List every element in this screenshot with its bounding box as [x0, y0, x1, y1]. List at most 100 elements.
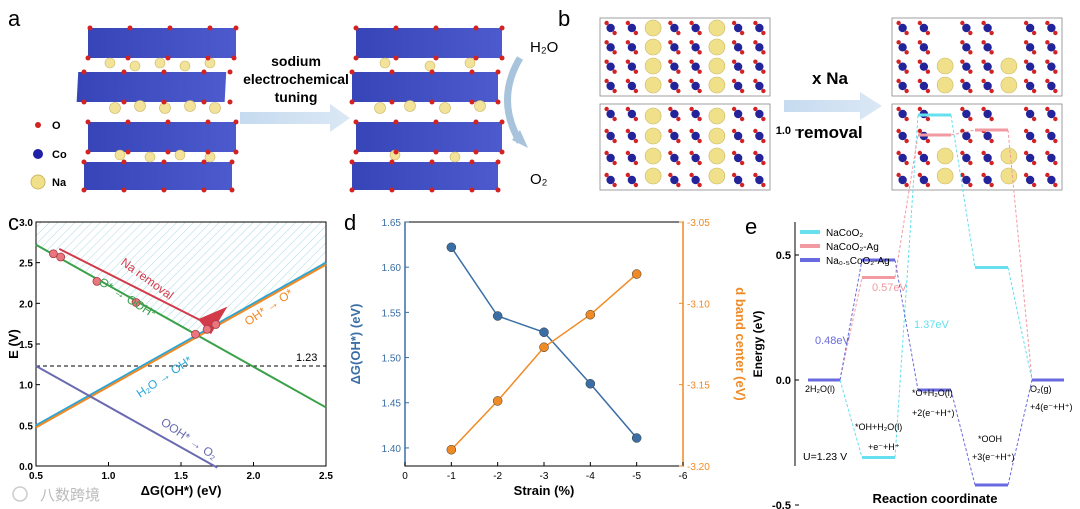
- oxygen-atom: [604, 78, 609, 84]
- oxygen-atom: [960, 59, 965, 64]
- sodium-atom: [1000, 147, 1018, 165]
- cobalt-atom: [733, 109, 743, 119]
- sodium-atom: [708, 19, 726, 37]
- connector: [839, 259, 863, 381]
- oxygen-atom: [668, 40, 673, 45]
- oxygen-atom: [896, 128, 901, 134]
- oxygen-atom: [625, 106, 631, 112]
- oxygen-atom: [625, 78, 631, 84]
- cobalt-atom: [670, 62, 679, 71]
- sodium-atom: [644, 38, 662, 56]
- oxygen-atom: [633, 50, 639, 55]
- x-tick-label: -1: [447, 471, 456, 482]
- cobalt-atom: [962, 23, 971, 33]
- cobalt-atom: [1025, 81, 1035, 91]
- oxygen-atom: [625, 20, 631, 26]
- oxygen-atom: [989, 88, 994, 94]
- oxygen-atom: [612, 30, 617, 36]
- oxygen-atom: [896, 172, 901, 178]
- cobalt-atom: [983, 81, 992, 91]
- oxygen-atom: [604, 20, 609, 26]
- oxygen-atom: [917, 59, 923, 64]
- arrow-text-line3: tuning: [275, 89, 318, 105]
- slab-left-bottom: [599, 103, 771, 191]
- oxygen-atom: [989, 182, 994, 188]
- oxygen-atom: [731, 78, 737, 84]
- condition-label: U=1.23 V: [803, 451, 847, 463]
- y-tick-label: 2.0: [19, 299, 33, 310]
- oxygen-atom: [625, 40, 631, 45]
- series-line: [35, 263, 327, 429]
- oxygen-atom: [633, 30, 639, 36]
- cobalt-atom: [1025, 62, 1035, 71]
- cobalt-atom: [919, 153, 929, 163]
- cobalt-atom: [627, 175, 637, 185]
- oxygen-atom: [668, 150, 673, 156]
- cobalt-atom: [670, 43, 679, 52]
- oxygen-atom: [668, 59, 673, 64]
- connector: [950, 129, 976, 136]
- oxygen-atom: [697, 138, 702, 144]
- oxygen-atom: [689, 40, 694, 45]
- legend-label: NaCoO₂: [826, 228, 863, 239]
- data-point: [92, 276, 102, 286]
- removal-text-line2: removal: [797, 123, 862, 142]
- oxygen-atom: [1053, 160, 1058, 166]
- oxygen-atom: [689, 172, 694, 178]
- oxygen-atom: [753, 20, 758, 26]
- cobalt-atom: [962, 131, 971, 141]
- cobalt-atom: [1025, 43, 1035, 52]
- cobalt-atom: [670, 23, 679, 33]
- sodium-icon: [30, 174, 46, 190]
- oxygen-atom: [731, 172, 737, 178]
- oxygen-atom: [989, 116, 994, 122]
- x-tick-label: 0: [402, 471, 408, 482]
- oxygen-atom: [739, 116, 745, 122]
- oxygen-atom: [968, 116, 973, 122]
- y-tick-label: 1.65: [382, 218, 402, 229]
- oxygen-atom: [968, 138, 973, 144]
- oxygen-atom: [960, 106, 965, 112]
- data-point: [585, 309, 596, 320]
- oxygen-atom: [668, 20, 673, 26]
- crystal-structure-left: [76, 25, 239, 193]
- connector: [894, 114, 919, 458]
- cobalt-atom: [755, 175, 764, 185]
- oxygen-atom: [1023, 20, 1029, 26]
- cobalt-atom: [670, 109, 679, 119]
- oxygen-atom: [753, 150, 758, 156]
- data-point: [49, 249, 58, 259]
- watermark-text: 八数跨境: [40, 486, 100, 504]
- oxygen-atom: [917, 78, 923, 84]
- cobalt-atom: [606, 131, 615, 141]
- oxygen-atom: [904, 116, 909, 122]
- cobalt-atom: [755, 131, 764, 141]
- connector: [1007, 267, 1033, 381]
- oxygen-atom: [753, 59, 758, 64]
- cobalt-atom: [1047, 153, 1056, 163]
- oxygen-atom: [761, 30, 766, 36]
- oxygen-atom: [981, 40, 986, 45]
- oxygen-atom: [761, 182, 766, 188]
- series-line: [450, 273, 638, 451]
- oxygen-atom: [676, 30, 681, 36]
- panel-a-letter: a: [8, 6, 21, 31]
- oxygen-atom: [925, 116, 931, 122]
- oxygen-atom: [989, 69, 994, 74]
- y-tick-label: 1.0: [19, 381, 33, 392]
- oxygen-atom: [731, 59, 737, 64]
- oxygen-atom: [1031, 30, 1037, 36]
- cobalt-atom: [606, 81, 615, 91]
- oxygen-atom: [1045, 20, 1050, 26]
- oxygen-atom: [697, 88, 702, 94]
- sodium-atom: [708, 147, 726, 165]
- cobalt-atom: [962, 43, 971, 52]
- oxygen-atom: [739, 30, 745, 36]
- reaction-curved-arrow: [504, 56, 524, 144]
- data-point: [539, 342, 549, 353]
- data-point: [539, 327, 549, 338]
- oxygen-atom: [689, 128, 694, 134]
- oxygen-atom: [739, 182, 745, 188]
- cobalt-atom: [919, 62, 929, 71]
- oxygen-atom: [917, 20, 923, 26]
